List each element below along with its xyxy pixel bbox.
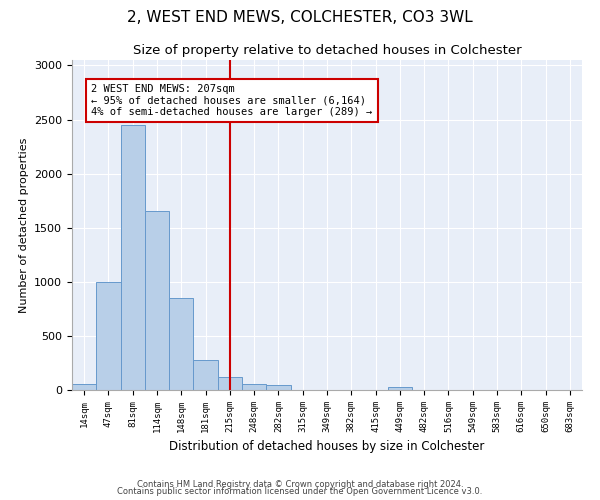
- Title: Size of property relative to detached houses in Colchester: Size of property relative to detached ho…: [133, 44, 521, 58]
- Y-axis label: Number of detached properties: Number of detached properties: [19, 138, 29, 312]
- Bar: [72, 384, 96, 390]
- Bar: [218, 377, 242, 390]
- Bar: [96, 282, 121, 390]
- Bar: [388, 387, 412, 390]
- X-axis label: Distribution of detached houses by size in Colchester: Distribution of detached houses by size …: [169, 440, 485, 454]
- Bar: [121, 125, 145, 390]
- Bar: [169, 298, 193, 390]
- Bar: [145, 212, 169, 390]
- Text: 2 WEST END MEWS: 207sqm
← 95% of detached houses are smaller (6,164)
4% of semi-: 2 WEST END MEWS: 207sqm ← 95% of detache…: [91, 84, 373, 117]
- Text: Contains HM Land Registry data © Crown copyright and database right 2024.: Contains HM Land Registry data © Crown c…: [137, 480, 463, 489]
- Text: 2, WEST END MEWS, COLCHESTER, CO3 3WL: 2, WEST END MEWS, COLCHESTER, CO3 3WL: [127, 10, 473, 25]
- Bar: [193, 360, 218, 390]
- Text: Contains public sector information licensed under the Open Government Licence v3: Contains public sector information licen…: [118, 488, 482, 496]
- Bar: [242, 384, 266, 390]
- Bar: [266, 384, 290, 390]
